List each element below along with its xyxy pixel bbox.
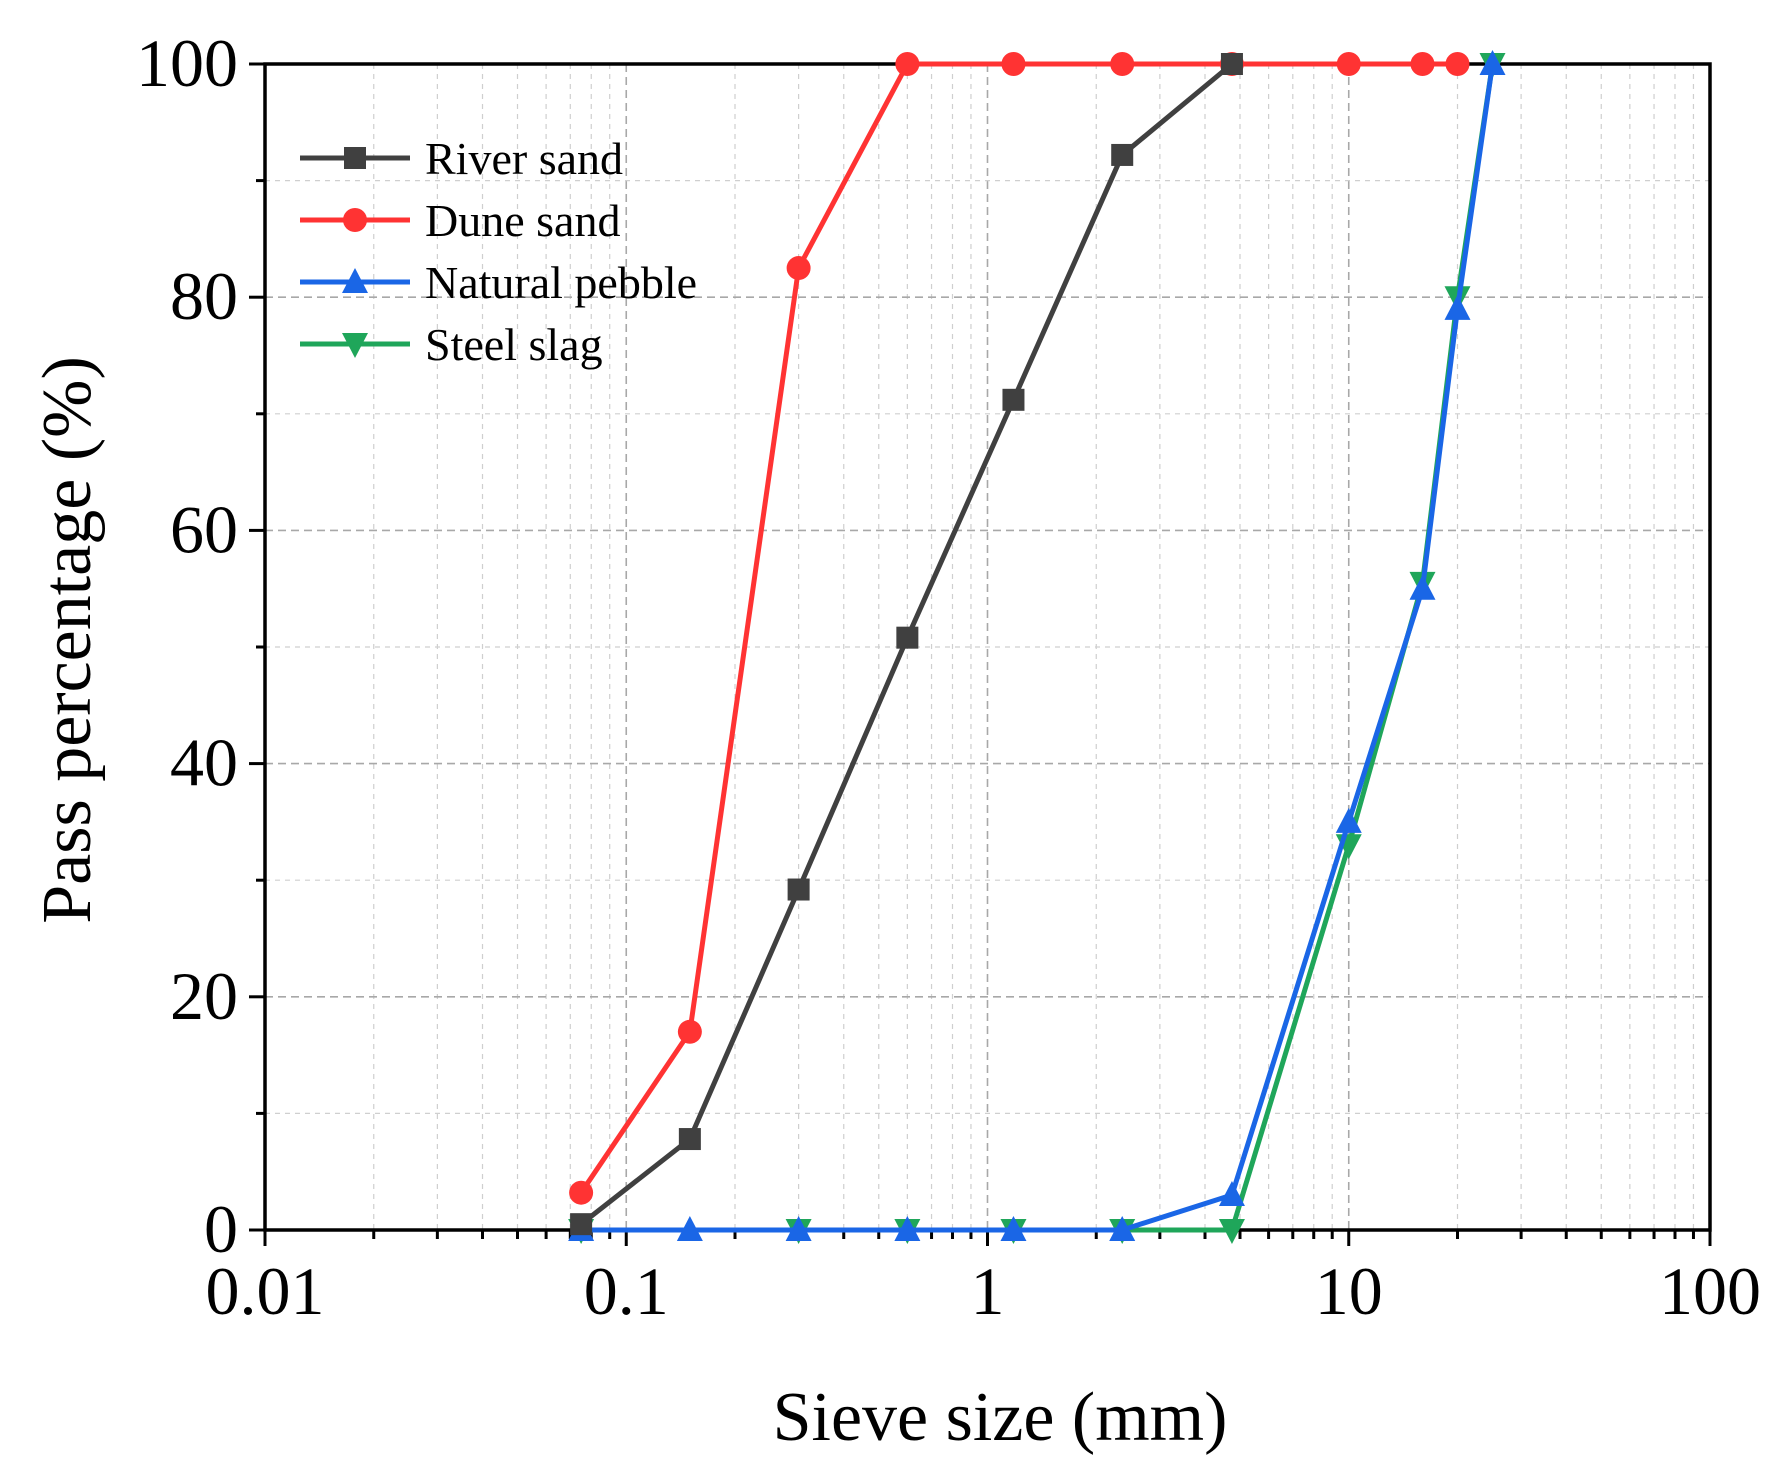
steel-slag-point: [1218, 1219, 1245, 1244]
series-layer: [568, 50, 1506, 1244]
y-tick-label: 100: [136, 25, 238, 101]
river-sand-point: [1111, 143, 1134, 166]
dune-sand-line: [579, 61, 1458, 1195]
natural-pebble-point: [1109, 1216, 1136, 1241]
series-river-sand: [570, 53, 1243, 1236]
y-tick-label: 20: [170, 958, 238, 1034]
y-axis-label: Pass percentage (%): [29, 356, 106, 924]
natural-pebble-point: [1218, 1181, 1245, 1207]
legend-swatch-marker: [343, 208, 367, 232]
legend-swatch-marker: [342, 268, 368, 293]
x-tick-label: 0.1: [584, 1253, 669, 1329]
natural-pebble-point: [1000, 1216, 1027, 1241]
legend-item-dune-sand: Dune sand: [300, 195, 620, 246]
dune-sand-point: [1110, 52, 1135, 76]
legend-label: Dune sand: [425, 195, 620, 246]
legend-label: Natural pebble: [425, 257, 697, 308]
legend-item-river-sand: River sand: [300, 133, 623, 184]
series-natural-pebble: [568, 50, 1506, 1241]
natural-pebble-point: [1335, 807, 1362, 833]
legend-swatch-marker: [342, 333, 368, 358]
natural-pebble-point: [676, 1216, 703, 1241]
legend: River sand Dune sand Natural pebble Steel s…: [300, 133, 697, 370]
dune-sand-point: [1445, 52, 1470, 76]
dune-sand-point: [569, 1180, 594, 1205]
y-tick-label: 60: [170, 491, 238, 567]
dune-sand-point: [1001, 52, 1026, 76]
natural-pebble-point: [894, 1216, 921, 1241]
natural-pebble-point: [1409, 574, 1436, 600]
river-sand-point: [896, 626, 919, 649]
natural-pebble-point: [785, 1216, 812, 1241]
x-tick-label: 100: [1659, 1253, 1761, 1329]
river-sand-point: [1002, 388, 1025, 411]
x-tick-label: 0.01: [206, 1253, 325, 1329]
river-sand-point: [1220, 53, 1243, 75]
y-tick-label: 0: [204, 1191, 238, 1267]
legend-label: Steel slag: [425, 319, 603, 370]
x-tick-label: 10: [1315, 1253, 1383, 1329]
dune-sand-point: [1410, 52, 1435, 76]
dune-sand-point: [895, 52, 920, 76]
x-tick-label: 1: [971, 1253, 1005, 1329]
river-sand-point: [570, 1213, 593, 1236]
legend-item-steel-slag: Steel slag: [300, 319, 603, 370]
natural-pebble-point: [1444, 294, 1471, 320]
dune-sand-point: [677, 1019, 702, 1044]
legend-swatch-marker: [344, 147, 366, 169]
dune-sand-point: [786, 256, 811, 281]
legend-label: River sand: [425, 133, 623, 184]
series-steel-slag: [568, 53, 1506, 1244]
x-axis-label: Sieve size (mm): [773, 1379, 1228, 1456]
legend-item-natural-pebble: Natural pebble: [300, 257, 697, 308]
river-sand-point: [787, 878, 810, 901]
y-tick-label: 40: [170, 725, 238, 801]
dune-sand-point: [1336, 52, 1361, 76]
natural-pebble-point: [1479, 50, 1506, 75]
river-sand-point: [678, 1128, 701, 1151]
y-tick-label: 80: [170, 258, 238, 334]
series-dune-sand: [569, 52, 1470, 1205]
